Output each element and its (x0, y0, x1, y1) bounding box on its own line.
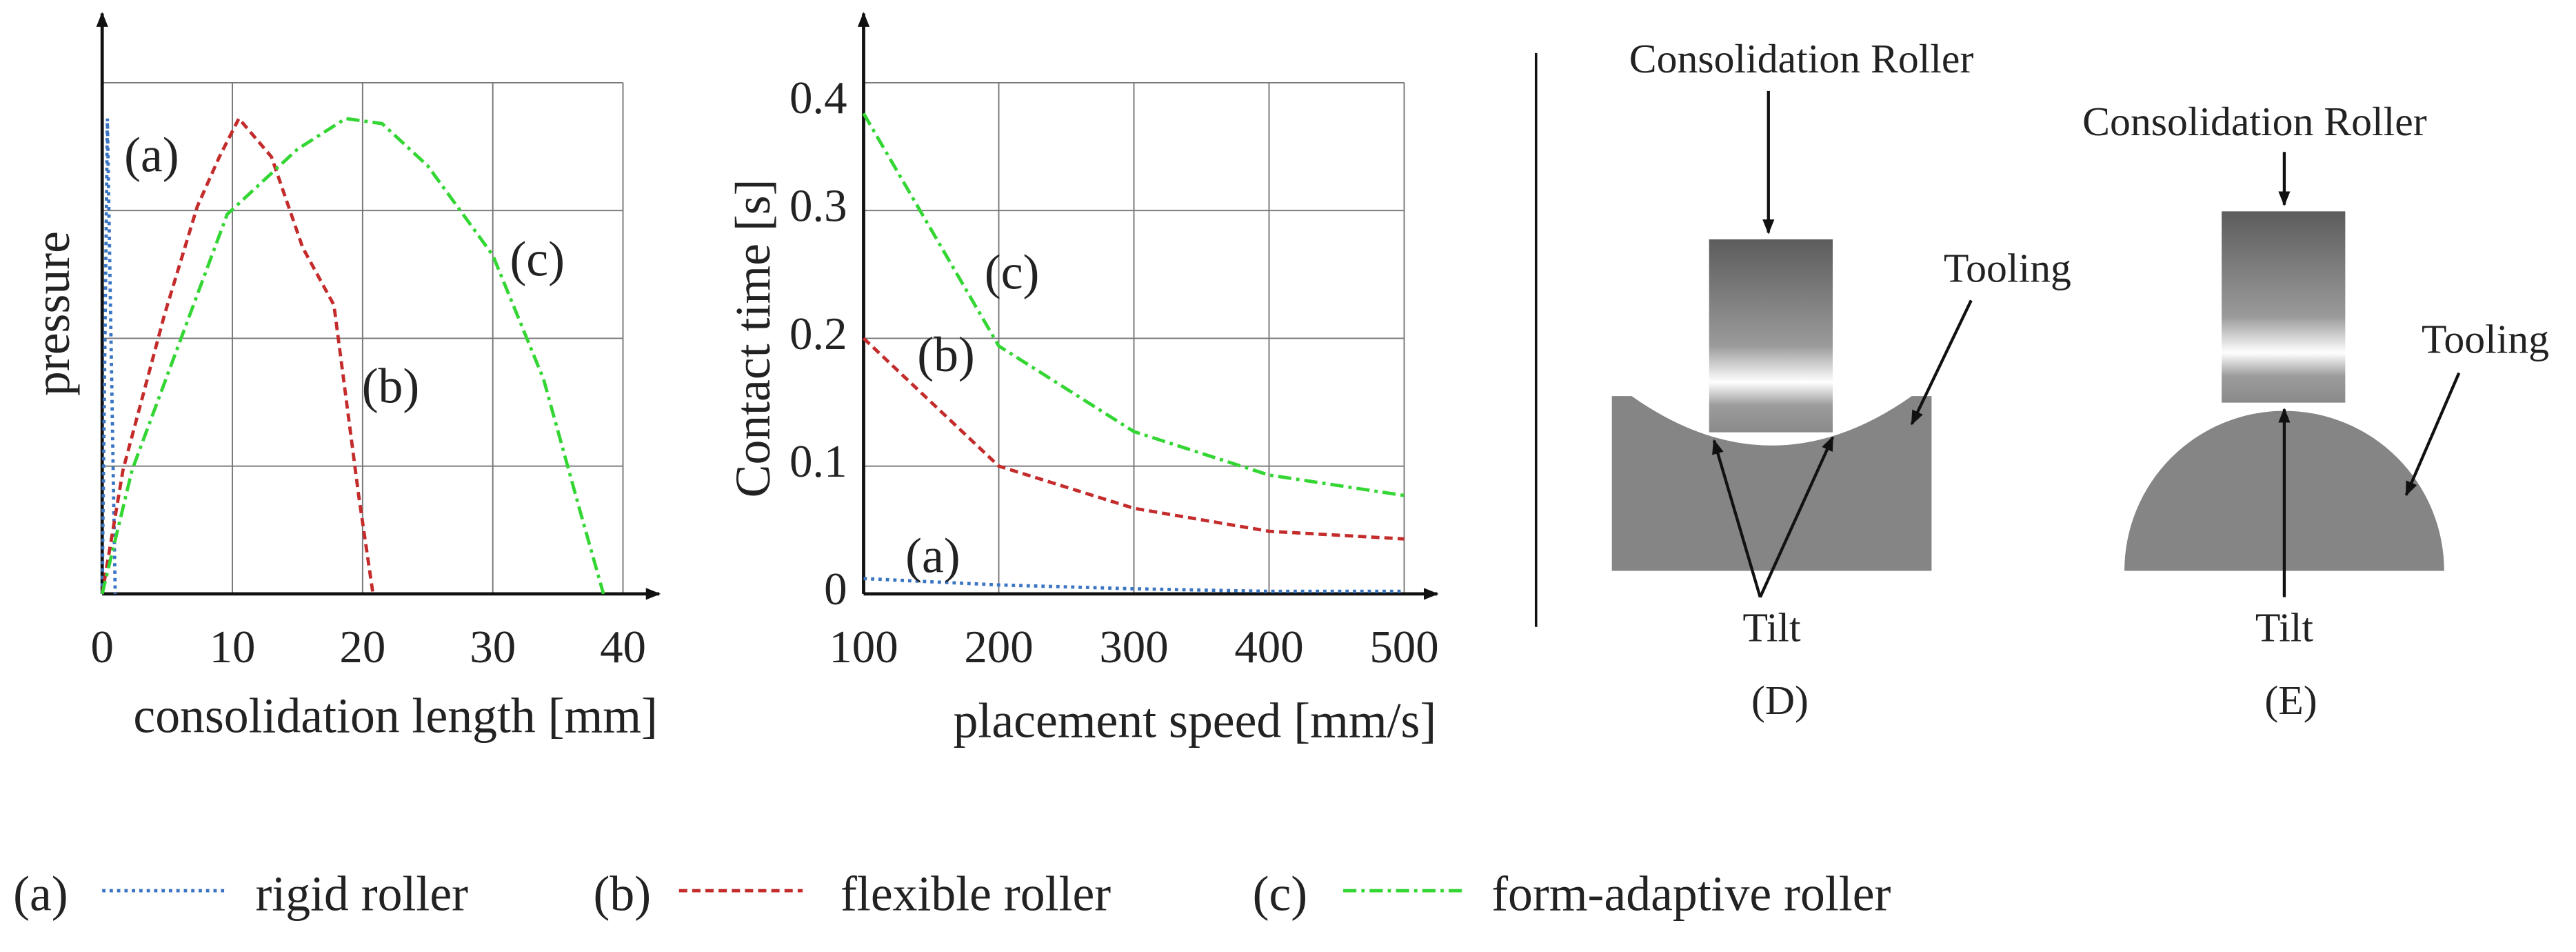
curve-annotation: (b) (362, 358, 420, 413)
arrow (1712, 439, 1762, 598)
x-tick-label: 500 (1369, 622, 1438, 673)
x-tick-label: 400 (1234, 622, 1303, 673)
arrow (1758, 435, 1834, 598)
x-tick-label: 30 (470, 622, 516, 673)
legend-label: flexible roller (841, 866, 1111, 922)
series-line (100, 118, 117, 594)
panel-d: Consolidation Roller Tooling Tilt (D) (1611, 36, 2071, 723)
roller-label: Consolidation Roller (1629, 36, 1974, 81)
chart: 100 200 300 400 500 0 0.1 0.2 0.3 0.4 placement sp… (725, 12, 1439, 748)
y-axis-label: pressure (25, 231, 80, 396)
x-tick-label: 100 (829, 622, 898, 673)
panel-label: (E) (2264, 677, 2317, 723)
x-tick-label: 10 (210, 622, 256, 673)
tooling-label: Tooling (1944, 246, 2071, 291)
y-tick-label: 0.4 (789, 72, 847, 123)
panel-e: Consolidation Roller Tooling Tilt (E) (2082, 99, 2549, 723)
legend-key: (b) (593, 866, 651, 922)
legend-label: rigid roller (255, 866, 468, 922)
curve-annotation: (a) (905, 528, 960, 584)
y-axis-label: Contact time [s] (725, 179, 781, 497)
tilt-label: Tilt (1742, 605, 1801, 651)
x-axis-label: consolidation length [mm] (133, 688, 658, 743)
series-line (862, 112, 1405, 497)
tilt-label: Tilt (2255, 605, 2314, 651)
y-tick-label: 0.2 (789, 308, 847, 359)
arrow (2404, 372, 2461, 497)
x-tick-label: 200 (964, 622, 1033, 673)
series-line (862, 337, 1405, 541)
series-line (100, 115, 375, 595)
curve-annotation: (c) (985, 244, 1040, 299)
curve-annotation: (a) (124, 128, 179, 183)
y-tick-label: 0.1 (789, 436, 847, 487)
legend-key: (a) (13, 866, 68, 922)
tooling-label: Tooling (2422, 316, 2549, 361)
curve-annotation: (c) (510, 231, 565, 286)
legend: (a) rigid roller (b) flexible roller (c) form… (13, 866, 1891, 922)
arrow (1910, 299, 1973, 426)
x-axis-label: placement speed [mm/s] (954, 693, 1437, 748)
x-tick-label: 40 (600, 622, 646, 673)
legend-label: form-adaptive roller (1491, 866, 1891, 922)
roller (1709, 239, 1833, 433)
y-tick-label: 0 (824, 564, 847, 615)
tooling-concave (1611, 396, 1932, 571)
curve-annotation: (b) (917, 327, 975, 382)
panel-label: (D) (1751, 677, 1809, 723)
series-line (100, 117, 605, 595)
legend-key: (c) (1253, 866, 1308, 922)
y-tick-label: 0.3 (789, 181, 847, 232)
roller-label: Consolidation Roller (2082, 99, 2427, 144)
roller (2222, 211, 2346, 403)
x-tick-label: 0 (90, 622, 113, 673)
x-tick-label: 20 (339, 622, 385, 673)
x-tick-label: 300 (1099, 622, 1168, 673)
chart: 0 10 20 30 40 consolidation length [mm] pressu… (25, 12, 661, 743)
series-line (863, 577, 1405, 593)
